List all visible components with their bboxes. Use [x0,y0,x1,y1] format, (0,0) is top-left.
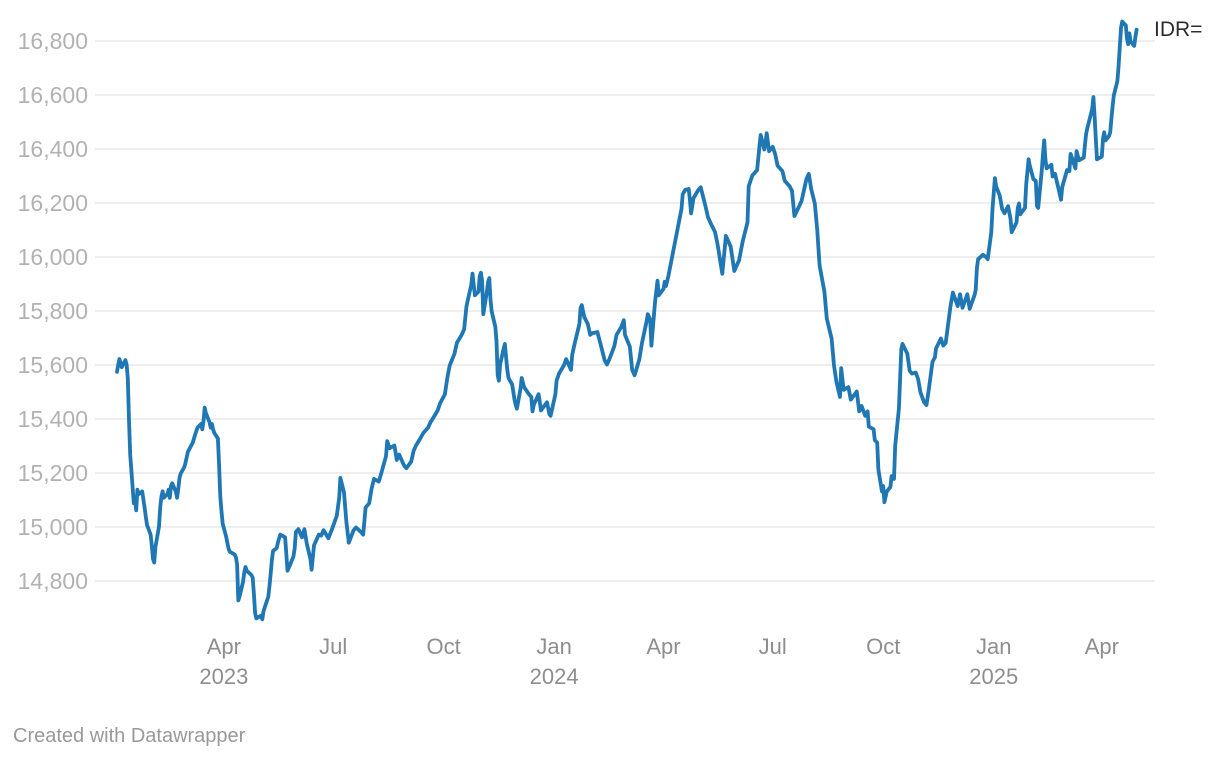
x-axis-year-label: 2024 [529,664,579,689]
x-axis-month-label: Apr [206,634,241,659]
x-axis-month-label: Oct [426,634,461,659]
datawrapper-attribution-link[interactable]: Created with Datawrapper [13,725,246,747]
x-axis-month-label: Apr [1084,634,1119,659]
y-axis-tick-label: 16,800 [17,28,88,54]
y-axis-tick-label: 16,200 [17,190,88,216]
x-axis-month-label: Oct [866,634,901,659]
series-label-idr: IDR= [1154,17,1203,41]
y-axis-tick-label: 15,600 [17,352,88,378]
idr-series-line [115,19,1139,622]
y-axis-tick-label: 16,000 [17,244,88,270]
y-axis-tick-label: 16,600 [17,82,88,108]
x-axis-month-label: Jan [975,634,1012,659]
x-axis-year-label: 2023 [199,664,249,689]
y-axis-tick-label: 15,800 [17,298,88,324]
x-axis-year-label: 2025 [969,664,1019,689]
x-axis-month-label: Apr [646,634,681,659]
x-axis-month-label: Jul [319,634,348,659]
plot-area [95,19,1155,622]
y-axis-tick-label: 16,400 [17,136,88,162]
y-axis-tick-label: 15,000 [17,514,88,540]
x-axis-month-label: Jan [536,634,572,659]
y-axis-tick-label: 14,800 [17,568,88,594]
y-axis-tick-label: 15,200 [17,460,88,486]
y-axis-tick-label: 15,400 [17,406,88,432]
x-axis-month-label: Jul [758,634,787,659]
